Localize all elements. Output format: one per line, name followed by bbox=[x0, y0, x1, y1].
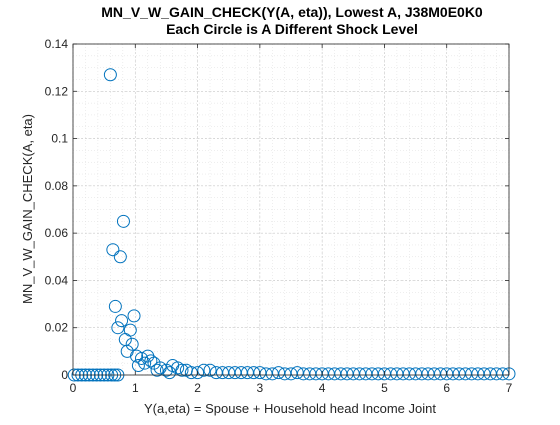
y-tick-label: 0 bbox=[61, 368, 68, 382]
data-point bbox=[113, 250, 127, 264]
chart-subtitle: Each Circle is A Different Shock Level bbox=[166, 21, 418, 37]
data-point bbox=[197, 363, 211, 377]
y-tick-label: 0.04 bbox=[45, 273, 69, 287]
data-point bbox=[138, 356, 152, 370]
data-point bbox=[115, 314, 129, 328]
data-point bbox=[253, 366, 267, 380]
data-point bbox=[131, 359, 145, 373]
data-point bbox=[290, 366, 304, 380]
plot-area: 0 1 2 3 4 5 6 7 0 0.02 0.04 0.06 0.08 0.1 0.12 0.14 bbox=[45, 37, 516, 395]
x-tick-label: 3 bbox=[257, 381, 264, 395]
data-point bbox=[278, 367, 292, 381]
x-tick-label: 0 bbox=[70, 381, 77, 395]
data-point bbox=[103, 68, 117, 82]
y-tick-label: 0.12 bbox=[45, 84, 69, 98]
data-point bbox=[203, 363, 217, 377]
y-tick-label: 0.02 bbox=[45, 321, 69, 335]
x-tick-label: 7 bbox=[506, 381, 513, 395]
y-tick-label: 0.06 bbox=[45, 226, 69, 240]
y-tick-label: 0.08 bbox=[45, 179, 69, 193]
axes-box bbox=[72, 43, 510, 376]
y-axis-label: MN_V_W_GAIN_CHECK(A, eta) bbox=[20, 114, 35, 304]
x-tick-label: 2 bbox=[194, 381, 201, 395]
data-point bbox=[144, 354, 158, 368]
data-point bbox=[191, 366, 205, 380]
y-tick-label: 0.14 bbox=[45, 37, 69, 51]
data-point bbox=[175, 363, 189, 377]
y-tick-label: 0.1 bbox=[51, 132, 68, 146]
data-point bbox=[125, 337, 139, 351]
chart-title: MN_V_W_GAIN_CHECK(Y(A, eta)), Lowest A, … bbox=[101, 4, 483, 20]
x-tick-label: 4 bbox=[319, 381, 326, 395]
data-point bbox=[111, 321, 125, 335]
data-point bbox=[106, 243, 120, 257]
x-tick-label: 1 bbox=[132, 381, 139, 395]
data-point bbox=[163, 366, 177, 380]
data-point bbox=[127, 309, 141, 323]
axes-background bbox=[73, 44, 509, 375]
axis-ticks: 0 1 2 3 4 5 6 7 0 0.02 0.04 0.06 0.08 0.1 0.12 0.14 bbox=[45, 37, 513, 395]
data-point bbox=[116, 214, 130, 228]
data-point bbox=[108, 299, 122, 313]
x-axis-label: Y(a,eta) = Spouse + Household head Incom… bbox=[144, 401, 436, 416]
data-point bbox=[272, 366, 286, 380]
x-tick-label: 6 bbox=[443, 381, 450, 395]
x-tick-label: 5 bbox=[381, 381, 388, 395]
data-point bbox=[150, 363, 164, 377]
data-points bbox=[67, 68, 516, 382]
minor-grid bbox=[72, 43, 510, 376]
